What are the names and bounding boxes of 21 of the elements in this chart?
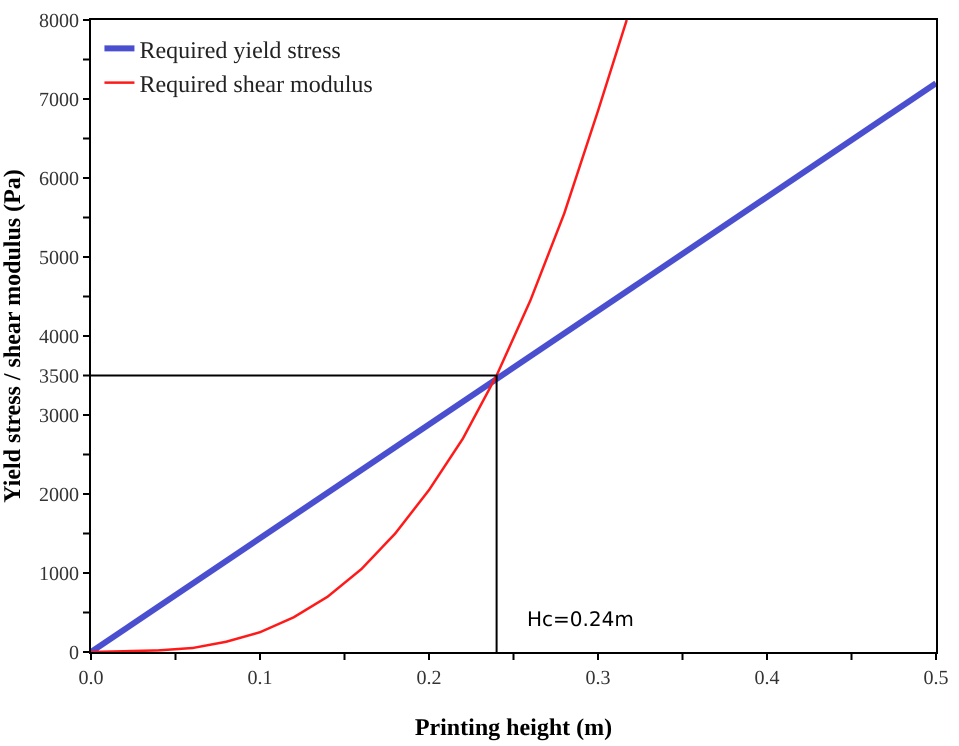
y-tick-label: 3500: [39, 366, 79, 388]
y-tick-label: 7000: [39, 89, 79, 111]
y-tick-label: 4000: [39, 326, 79, 348]
x-tick-label: 0.3: [586, 667, 610, 689]
x-axis-title: Printing height (m): [414, 714, 612, 741]
y-tick-label: 3000: [39, 405, 79, 427]
y-axis-title: Yield stress / shear modulus (Pa): [0, 169, 26, 503]
annotation: Hc=0.24m: [527, 607, 634, 631]
y-tick-label: 2000: [39, 484, 79, 506]
y-tick-label: 0: [69, 642, 79, 664]
legend-label: Required yield stress: [139, 38, 341, 64]
x-tick-label: 0.0: [78, 667, 104, 689]
y-tick-label: 8000: [39, 10, 79, 32]
y-tick-label: 5000: [39, 247, 79, 269]
x-tick-label: 0.2: [416, 667, 442, 689]
x-tick-label: 0.4: [754, 667, 780, 689]
y-tick-label: 6000: [39, 168, 79, 190]
y-tick-label: 1000: [39, 563, 79, 585]
x-tick-label: 0.1: [248, 667, 272, 689]
x-tick-label: 0.5: [924, 667, 948, 689]
legend-label: Required shear modulus: [139, 72, 373, 98]
